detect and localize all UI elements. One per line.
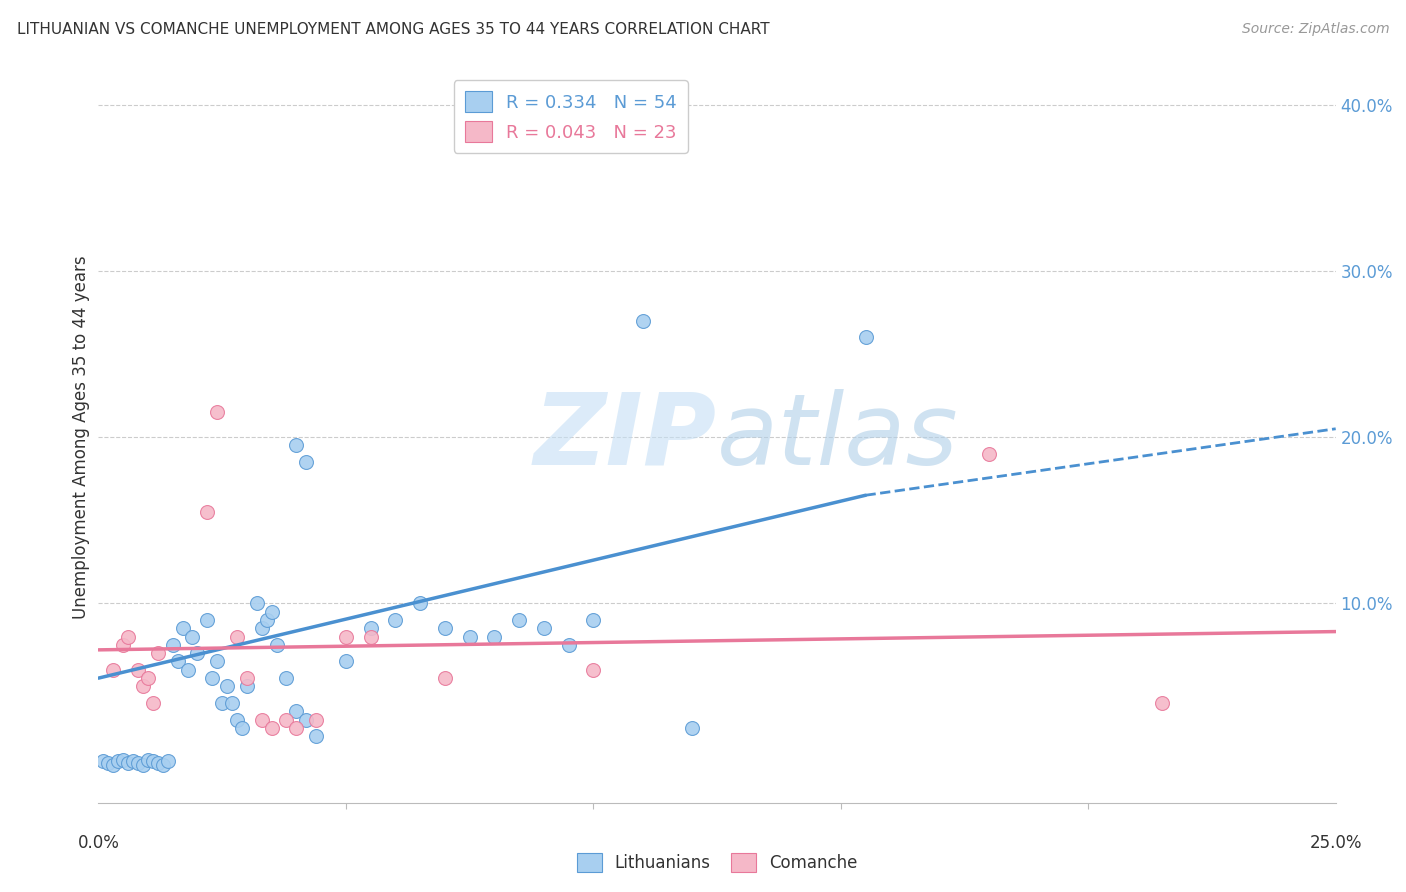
Point <box>250 713 273 727</box>
Point <box>195 505 218 519</box>
Point <box>117 756 139 770</box>
Point <box>285 721 308 735</box>
Point <box>533 621 555 635</box>
Point <box>260 721 283 735</box>
Text: ZIP: ZIP <box>534 389 717 485</box>
Point <box>181 630 204 644</box>
Point <box>305 713 328 727</box>
Point <box>557 638 579 652</box>
Point <box>93 754 115 768</box>
Point <box>103 757 125 772</box>
Point <box>979 447 1001 461</box>
Point <box>409 596 432 610</box>
Point <box>166 655 188 669</box>
Point <box>211 696 233 710</box>
Point <box>142 696 165 710</box>
Point <box>433 621 456 635</box>
Point <box>360 630 382 644</box>
Text: 25.0%: 25.0% <box>1309 834 1362 852</box>
Point <box>146 756 169 770</box>
Point <box>172 621 194 635</box>
Point <box>162 638 184 652</box>
Text: 0.0%: 0.0% <box>77 834 120 852</box>
Point <box>97 756 120 770</box>
Text: atlas: atlas <box>717 389 959 485</box>
Legend: Lithuanians, Comanche: Lithuanians, Comanche <box>569 846 865 879</box>
Point <box>152 757 174 772</box>
Point <box>146 646 169 660</box>
Point <box>236 680 259 694</box>
Point <box>335 655 357 669</box>
Point <box>117 630 139 644</box>
Point <box>156 754 179 768</box>
Point <box>582 613 605 627</box>
Point <box>142 754 165 768</box>
Point <box>285 705 308 719</box>
Point <box>305 729 328 743</box>
Point <box>201 671 224 685</box>
Point <box>231 721 253 735</box>
Point <box>295 455 318 469</box>
Point <box>582 663 605 677</box>
Point <box>122 754 145 768</box>
Point <box>195 613 218 627</box>
Point <box>112 753 135 767</box>
Point <box>256 613 278 627</box>
Point <box>266 638 288 652</box>
Point <box>127 756 149 770</box>
Point <box>217 680 239 694</box>
Point <box>855 330 877 344</box>
Text: LITHUANIAN VS COMANCHE UNEMPLOYMENT AMONG AGES 35 TO 44 YEARS CORRELATION CHART: LITHUANIAN VS COMANCHE UNEMPLOYMENT AMON… <box>17 22 769 37</box>
Point <box>246 596 269 610</box>
Point <box>127 663 149 677</box>
Point <box>226 630 249 644</box>
Point <box>205 405 228 419</box>
Y-axis label: Unemployment Among Ages 35 to 44 years: Unemployment Among Ages 35 to 44 years <box>72 255 90 619</box>
Point <box>112 638 135 652</box>
Point <box>132 680 155 694</box>
Point <box>458 630 481 644</box>
Point <box>681 721 703 735</box>
Point <box>276 713 298 727</box>
Point <box>107 754 129 768</box>
Point <box>176 663 198 677</box>
Point <box>360 621 382 635</box>
Point <box>295 713 318 727</box>
Point <box>260 605 283 619</box>
Point <box>136 671 159 685</box>
Point <box>285 438 308 452</box>
Point <box>508 613 530 627</box>
Point <box>103 663 125 677</box>
Point <box>484 630 506 644</box>
Point <box>433 671 456 685</box>
Point <box>221 696 243 710</box>
Point <box>276 671 298 685</box>
Point <box>236 671 259 685</box>
Point <box>335 630 357 644</box>
Point <box>226 713 249 727</box>
Point <box>250 621 273 635</box>
Point <box>631 314 654 328</box>
Text: Source: ZipAtlas.com: Source: ZipAtlas.com <box>1241 22 1389 37</box>
Point <box>1152 696 1174 710</box>
Point <box>132 757 155 772</box>
Point <box>384 613 406 627</box>
Point <box>205 655 228 669</box>
Point <box>186 646 208 660</box>
Point <box>136 753 159 767</box>
